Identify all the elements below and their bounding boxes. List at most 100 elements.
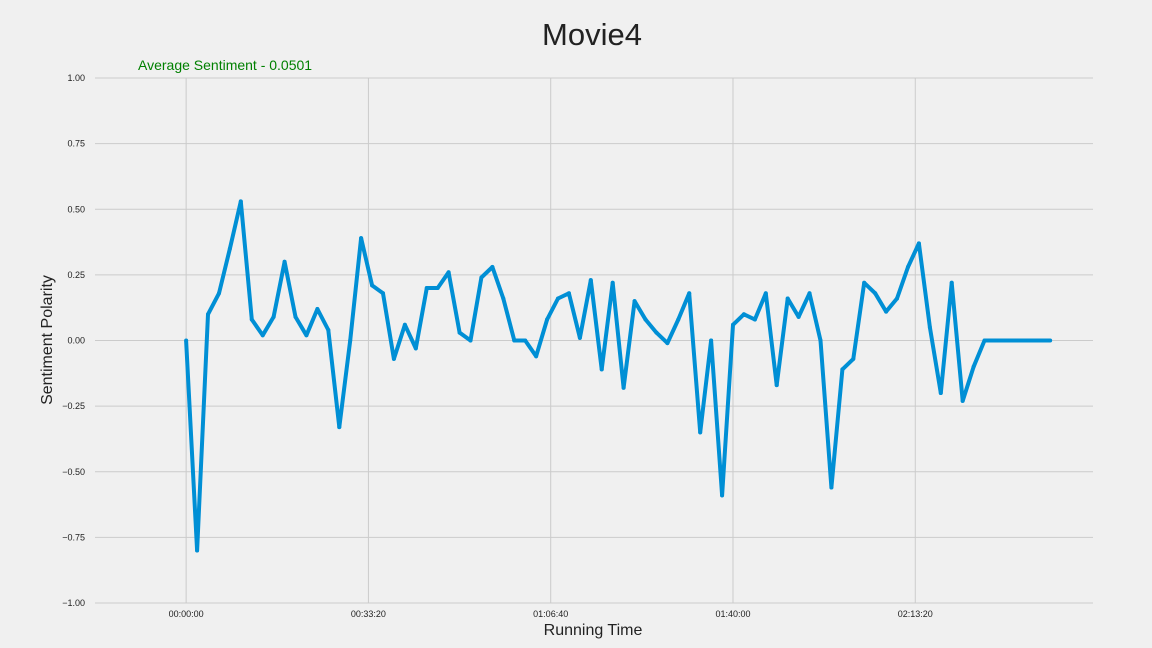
data-point: [884, 309, 889, 314]
data-point: [599, 367, 604, 372]
data-point: [545, 317, 550, 322]
y-tick-label: −0.75: [62, 532, 85, 542]
data-point: [424, 286, 429, 290]
data-point: [468, 338, 473, 343]
data-point: [359, 236, 364, 241]
y-tick-label: 0.50: [67, 204, 85, 214]
data-point: [457, 330, 462, 335]
data-point: [326, 328, 331, 332]
data-point: [1004, 338, 1009, 343]
data-point: [621, 385, 626, 390]
data-point: [610, 280, 615, 285]
y-tick-label: 1.00: [67, 73, 85, 83]
x-tick-label: 01:40:00: [715, 609, 750, 619]
data-point: [577, 335, 582, 340]
data-point: [227, 246, 232, 251]
data-point: [687, 291, 692, 296]
data-point: [1015, 338, 1020, 343]
data-point: [665, 341, 670, 346]
data-point: [534, 354, 539, 359]
data-point: [862, 280, 867, 285]
y-tick-label: −0.50: [62, 467, 85, 477]
data-point: [315, 307, 320, 311]
data-point: [905, 265, 910, 269]
data-point: [774, 383, 779, 388]
data-point: [720, 493, 725, 498]
data-point: [1048, 338, 1053, 343]
data-point: [927, 325, 932, 330]
data-point: [348, 338, 353, 343]
data-point: [446, 270, 451, 275]
data-point: [654, 330, 659, 335]
data-point: [763, 291, 768, 296]
data-point: [752, 317, 757, 322]
data-point: [195, 548, 200, 553]
data-point: [479, 275, 484, 280]
y-tick-label: 0.25: [67, 270, 85, 280]
data-point: [490, 265, 495, 269]
data-point: [960, 398, 965, 403]
data-point: [938, 391, 943, 395]
data-point: [1026, 338, 1031, 343]
data-point: [982, 338, 987, 343]
data-point: [993, 338, 998, 343]
data-point: [238, 199, 243, 204]
y-tick-label: 0.75: [67, 139, 85, 149]
data-point: [1037, 338, 1042, 343]
data-point: [337, 425, 342, 430]
data-point: [435, 286, 440, 290]
data-point: [643, 317, 648, 322]
data-point: [807, 291, 812, 296]
data-point: [216, 291, 221, 296]
y-tick-labels: −1.00 −0.75 −0.50 −0.25 0.00 0.25 0.50 0.75 1.00: [62, 73, 85, 608]
data-point: [402, 322, 407, 327]
data-point: [851, 356, 856, 361]
y-axis-label: Sentiment Polarity: [39, 275, 56, 405]
x-tick-label: 01:06:40: [533, 609, 568, 619]
x-tick-label: 00:33:20: [351, 609, 386, 619]
data-point: [184, 338, 189, 343]
data-point: [840, 367, 845, 372]
data-point: [730, 322, 735, 327]
data-point: [588, 278, 593, 283]
x-tick-labels: 00:00:00 00:33:20 01:06:40 01:40:00 02:13:20: [169, 609, 933, 619]
data-point: [949, 280, 954, 285]
data-point: [741, 312, 746, 317]
data-point: [829, 485, 834, 490]
data-point: [370, 283, 375, 288]
x-tick-label: 00:00:00: [169, 609, 204, 619]
data-point: [566, 291, 571, 296]
chart-subtitle: Average Sentiment - 0.0501: [138, 57, 312, 73]
data-point: [381, 291, 386, 296]
data-point: [873, 291, 878, 296]
data-point: [206, 312, 211, 317]
data-point: [818, 338, 823, 343]
data-point: [293, 314, 298, 319]
data-point: [916, 241, 921, 246]
series-lines: [184, 199, 1053, 553]
data-point: [796, 314, 801, 319]
data-point: [260, 333, 265, 338]
data-point: [785, 296, 790, 301]
data-point: [271, 314, 276, 319]
data-point: [895, 296, 900, 301]
data-point: [304, 333, 309, 338]
data-point: [249, 317, 254, 322]
y-tick-label: 0.00: [67, 336, 85, 346]
x-tick-label: 02:13:20: [898, 609, 933, 619]
y-tick-label: −1.00: [62, 598, 85, 608]
data-point: [971, 364, 976, 369]
chart-title: Movie4: [542, 17, 642, 52]
data-point: [676, 317, 681, 322]
data-point: [512, 338, 517, 343]
y-tick-label: −0.25: [62, 401, 85, 411]
data-point: [501, 296, 506, 301]
data-point: [413, 346, 418, 351]
data-point: [523, 338, 528, 343]
data-point: [632, 299, 637, 304]
sentiment-series-line: [184, 199, 1051, 553]
data-point: [282, 259, 287, 264]
data-point: [391, 356, 396, 361]
